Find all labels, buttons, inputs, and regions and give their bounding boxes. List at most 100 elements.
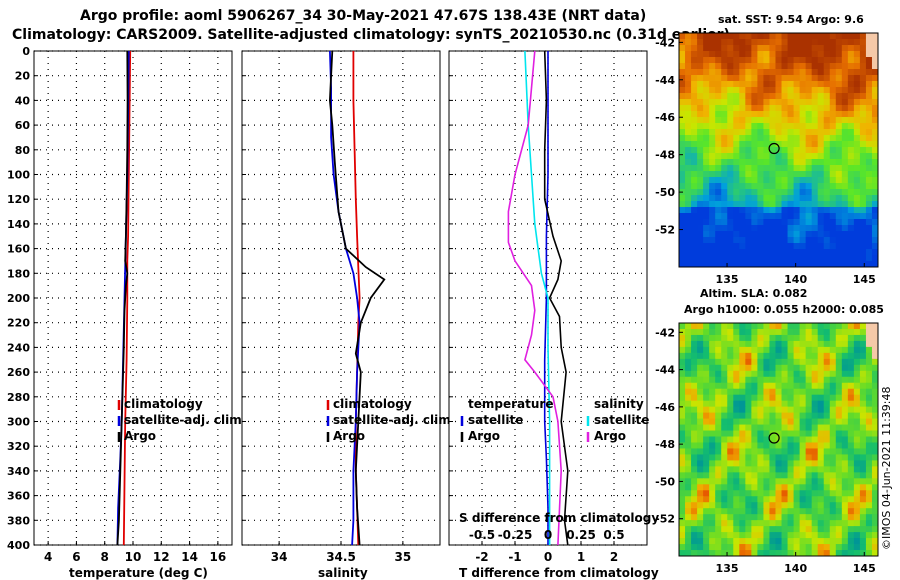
map-cell xyxy=(745,442,752,450)
map-cell xyxy=(739,183,746,190)
map-cell xyxy=(745,147,752,154)
map-cell xyxy=(847,147,855,154)
map-cell xyxy=(799,69,807,76)
map-cell xyxy=(721,111,728,118)
map-cell xyxy=(763,51,771,58)
map-cell xyxy=(841,51,849,58)
map-cell xyxy=(775,532,783,539)
map-cell xyxy=(685,424,692,432)
map-cell xyxy=(733,532,740,539)
map-cell xyxy=(775,39,783,46)
map-cell xyxy=(757,352,765,360)
map-cell xyxy=(757,514,765,521)
series-line-2 xyxy=(524,50,551,545)
map-cell xyxy=(715,33,722,40)
map-cell xyxy=(835,550,843,556)
map-cell xyxy=(787,502,795,509)
map-cell xyxy=(793,213,801,220)
map-cell xyxy=(715,544,722,551)
map-cell xyxy=(763,424,771,432)
map-cell xyxy=(865,183,873,190)
map-cell xyxy=(727,514,734,521)
map-cell xyxy=(769,189,777,196)
map-cell xyxy=(715,514,722,521)
map-cell xyxy=(793,406,801,414)
map-cell xyxy=(847,165,855,172)
map-cell xyxy=(841,538,849,545)
map-cell xyxy=(865,69,873,76)
map-cell xyxy=(841,484,849,491)
map-cell xyxy=(745,412,752,420)
map-cell xyxy=(841,117,849,124)
map-cell xyxy=(811,472,819,479)
map-cell xyxy=(775,159,783,166)
map-cell xyxy=(853,484,861,491)
map-cell xyxy=(811,430,819,438)
map-cell xyxy=(817,171,825,178)
map-cell xyxy=(733,364,740,372)
map-cell xyxy=(703,382,710,390)
map-cell xyxy=(763,490,771,497)
map-cell xyxy=(769,382,777,390)
map-cell xyxy=(817,346,825,354)
map-cell xyxy=(769,219,777,226)
map-cell xyxy=(745,364,752,372)
map-cell xyxy=(715,412,722,420)
map-cell xyxy=(769,430,777,438)
map-cell xyxy=(715,460,722,467)
map-cell xyxy=(781,165,789,172)
map-cell xyxy=(721,323,728,330)
map-cell xyxy=(859,201,867,208)
map-cell xyxy=(751,323,758,330)
map-cell xyxy=(817,364,825,372)
map-cell xyxy=(853,225,861,232)
map-cell xyxy=(703,502,710,509)
map-cell xyxy=(715,364,722,372)
map-cell xyxy=(853,147,861,154)
map-cell xyxy=(679,544,686,551)
map-cell xyxy=(739,219,746,226)
map-cell xyxy=(679,99,686,106)
map-cell xyxy=(751,436,758,444)
map-cell xyxy=(805,418,813,426)
map-cell xyxy=(853,370,861,378)
map-cell xyxy=(823,418,831,426)
map-cell xyxy=(685,111,692,118)
map-cell xyxy=(757,105,765,112)
map-cell xyxy=(727,195,734,202)
map-cell xyxy=(871,454,878,462)
map-cell xyxy=(781,400,789,408)
map-cell xyxy=(805,57,813,64)
map-cell xyxy=(775,394,783,402)
map-cell xyxy=(853,135,861,142)
map-cell xyxy=(793,105,801,112)
map-cell xyxy=(823,484,831,491)
map-cell xyxy=(823,99,831,106)
map-cell xyxy=(841,189,849,196)
map-cell xyxy=(853,129,861,136)
map-cell xyxy=(865,141,873,148)
map-cell xyxy=(841,237,849,244)
map-cell xyxy=(757,153,765,160)
map-cell xyxy=(805,454,813,462)
map-cell xyxy=(679,63,686,70)
map-cell xyxy=(715,508,722,515)
map-cell xyxy=(817,57,825,64)
map-cell xyxy=(871,105,878,112)
map-cell xyxy=(787,231,795,238)
map-cell xyxy=(679,430,686,438)
map-cell xyxy=(703,466,710,473)
map-cell xyxy=(769,69,777,76)
map-cell xyxy=(799,207,807,214)
y-tick-label: 260 xyxy=(7,366,30,379)
map-cell xyxy=(727,442,734,450)
map-cell xyxy=(697,544,704,551)
map-cell xyxy=(697,123,704,130)
map-cell xyxy=(691,400,698,408)
map-cell xyxy=(745,231,752,238)
map-cell xyxy=(739,538,746,545)
map-cell xyxy=(871,328,878,336)
map-cell xyxy=(859,418,867,426)
map-cell xyxy=(715,382,722,390)
map-cell xyxy=(745,159,752,166)
